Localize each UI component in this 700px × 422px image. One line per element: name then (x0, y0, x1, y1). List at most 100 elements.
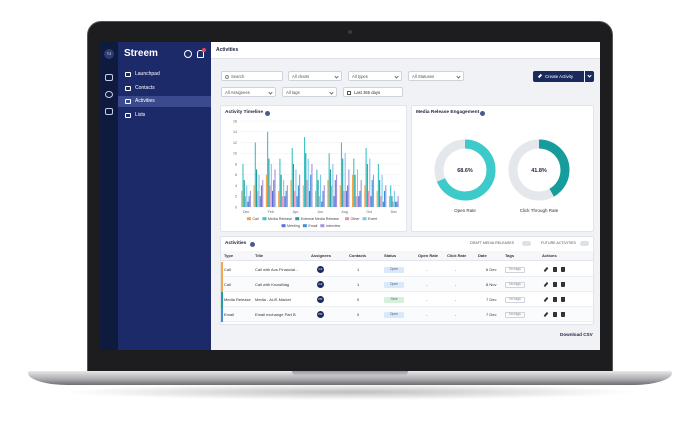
donut-arc (434, 139, 496, 201)
table-header-bg (221, 251, 593, 261)
delete-icon[interactable] (561, 297, 565, 302)
bar (292, 164, 295, 207)
toggle[interactable] (522, 241, 531, 246)
types-filter[interactable]: All types (348, 71, 402, 81)
bar (360, 180, 362, 207)
assignee-avatar: GF (317, 281, 324, 288)
tag-text: No tags (509, 281, 521, 286)
bar (345, 190, 347, 207)
chevron (268, 89, 273, 95)
assignee-initials: PR (318, 312, 323, 317)
delete-icon[interactable] (561, 267, 565, 272)
page-title: Activities (216, 47, 239, 53)
rail-icon[interactable] (105, 108, 113, 115)
x-tick-label: Feb (268, 210, 274, 214)
chevron (587, 73, 592, 78)
donut-arc (508, 139, 570, 201)
bar (248, 196, 250, 207)
nav-item[interactable]: Contacts (135, 84, 155, 91)
donut-value: 41.8% (531, 168, 547, 174)
bar (257, 190, 259, 207)
type-indicator (221, 262, 223, 277)
create-dropdown[interactable] (585, 71, 594, 82)
cell: - (455, 281, 457, 287)
toggle-label: FUTURE ACTIVITIES (541, 241, 576, 245)
table-row[interactable] (221, 292, 593, 307)
toggle[interactable] (580, 241, 589, 246)
bar (323, 185, 325, 207)
copy-icon[interactable] (553, 267, 557, 272)
info-icon[interactable] (480, 110, 485, 116)
bar (285, 190, 287, 207)
copy-icon[interactable] (553, 297, 557, 302)
cell: - (455, 296, 457, 302)
info-icon[interactable] (265, 110, 270, 116)
bar (246, 185, 248, 207)
statuses-filter[interactable]: All Statuses (408, 71, 464, 81)
chevron (456, 73, 461, 79)
toggle-label: DRAFT MEDIA RELEASES (470, 241, 515, 245)
date-filter[interactable]: Last 365 days (343, 87, 403, 97)
bar (284, 196, 286, 207)
nav-icon (125, 85, 131, 91)
nav-item[interactable]: Activities (135, 98, 155, 104)
copy-icon[interactable] (553, 282, 557, 287)
assignees-filter[interactable]: All Assignees (221, 87, 276, 97)
column-header: Tags (505, 253, 515, 258)
bar (243, 180, 245, 207)
help-icon[interactable] (184, 50, 192, 58)
bar (272, 190, 274, 207)
bar (385, 185, 387, 207)
chevron (394, 73, 399, 79)
bar (304, 137, 306, 207)
donut-value: 68.6% (457, 168, 473, 174)
bar (316, 169, 318, 207)
assignee-initials: GF (318, 282, 323, 287)
bar (318, 196, 320, 207)
bar (253, 185, 255, 207)
y-tick-label: 6 (235, 173, 237, 177)
tags-filter[interactable]: All tags (282, 87, 337, 97)
bar (281, 196, 283, 207)
info-icon[interactable] (250, 241, 255, 247)
search-box[interactable]: Search (221, 71, 283, 81)
column-header: Click Rate (447, 253, 467, 258)
create-activity-button[interactable]: Create Activity (533, 71, 584, 82)
delete-icon[interactable] (561, 312, 565, 317)
copy-icon[interactable] (553, 312, 557, 317)
legend-label: Interview (326, 224, 341, 228)
status-text: Sent (390, 296, 398, 301)
table-row[interactable] (221, 262, 593, 277)
bar (352, 174, 354, 207)
icon-rail (100, 42, 118, 350)
bar (344, 153, 346, 207)
activities-title: Activities (225, 241, 247, 246)
tag-text: No tags (509, 311, 521, 316)
assignee-avatar: PR (317, 311, 324, 318)
nav-item[interactable]: Lists (135, 111, 146, 118)
bar (390, 185, 392, 207)
table-row[interactable] (221, 277, 593, 292)
charts-filter[interactable]: All charts (288, 71, 342, 81)
download-csv[interactable]: Download CSV (560, 332, 593, 337)
bar (260, 185, 263, 207)
y-tick-label: 2 (235, 195, 237, 199)
cell: Email (224, 311, 235, 317)
bar (268, 158, 270, 207)
engagement-title: Media Release Engagement (416, 110, 480, 115)
bell-icon[interactable] (197, 50, 204, 58)
rail-icon[interactable] (105, 74, 113, 81)
status-pill: Open (384, 281, 404, 288)
nav-item[interactable]: Launchpad (135, 71, 160, 77)
rail-icon[interactable] (105, 91, 113, 98)
bar (372, 174, 375, 207)
cell: - (455, 311, 457, 317)
legend-label: Other (351, 217, 361, 221)
table-row[interactable] (221, 307, 593, 322)
bar (353, 158, 355, 207)
delete-icon[interactable] (561, 282, 565, 287)
bar (322, 190, 324, 207)
tag-text: No tags (509, 296, 521, 301)
column-header: Title (255, 253, 264, 258)
x-tick-label: Oct (366, 210, 372, 214)
